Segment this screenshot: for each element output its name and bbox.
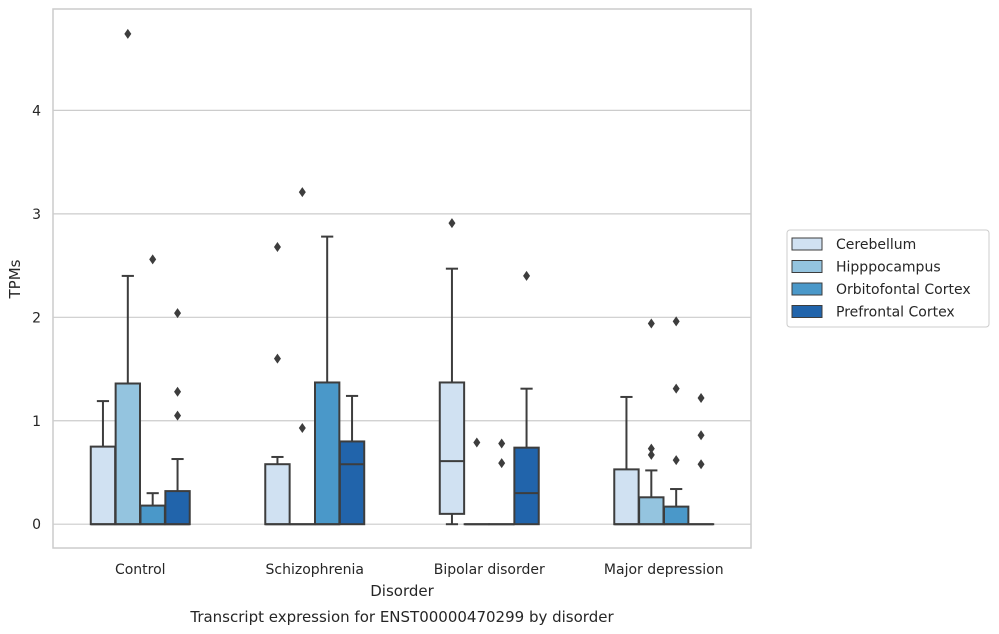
outlier-point <box>697 459 705 470</box>
outlier-point <box>697 392 705 403</box>
outlier-point <box>298 422 306 433</box>
legend-swatch <box>791 282 823 296</box>
plot-area <box>53 9 751 548</box>
outlier-point <box>174 410 182 421</box>
box-0-3 <box>164 308 191 526</box>
outlier-point <box>672 316 680 327</box>
y-tick-label: 3 <box>32 207 41 223</box>
box <box>513 446 540 526</box>
y-tick-label: 2 <box>32 310 41 326</box>
outlier-point <box>273 353 281 364</box>
box <box>438 381 466 515</box>
x-tick-label: Bipolar disorder <box>434 562 545 578</box>
outlier-point <box>174 386 182 397</box>
legend-label: Cerebellum <box>836 237 916 253</box>
box <box>139 504 166 526</box>
outlier-point <box>149 254 157 265</box>
y-tick-labels: 0 1 2 3 4 <box>32 103 41 533</box>
outlier-point <box>647 443 655 454</box>
box-3-0 <box>613 395 640 526</box>
box-3-1 <box>638 318 665 526</box>
outlier-point <box>498 438 506 449</box>
box-3-3 <box>687 392 715 526</box>
y-axis-label: TPMs <box>6 259 24 299</box>
box-3-2 <box>662 316 690 526</box>
chart-title: Transcript expression for ENST0000047029… <box>189 608 614 626</box>
outlier-point <box>448 218 456 229</box>
outlier-point <box>647 449 655 460</box>
outlier-point <box>647 318 655 329</box>
box-0-0 <box>89 400 117 526</box>
x-tick-label: Major depression <box>604 562 724 578</box>
legend-frame <box>786 229 990 328</box>
outlier-point <box>523 270 531 281</box>
outlier-point <box>298 187 306 198</box>
box <box>662 505 690 526</box>
box-2-0 <box>438 218 466 526</box>
box-1-3 <box>338 394 366 526</box>
box <box>638 496 665 526</box>
box <box>164 490 191 526</box>
box-1-0 <box>264 241 291 526</box>
x-tick-labels: Control Schizophrenia Bipolar disorder Majo… <box>115 562 724 578</box>
outlier-point <box>672 455 680 466</box>
box <box>313 381 341 526</box>
y-tick-label: 1 <box>32 414 41 430</box>
box-2-3 <box>513 270 540 526</box>
plot-frame <box>52 8 752 549</box>
box <box>114 382 142 526</box>
y-tick-label: 0 <box>32 517 41 533</box>
outlier-point <box>498 458 506 469</box>
box <box>338 440 366 526</box>
legend: Cerebellum Hipppocampus Orbitofontal Corte… <box>786 229 990 328</box>
outlier-point <box>672 383 680 394</box>
legend-label: Orbitofontal Cortex <box>836 282 971 298</box>
legend-swatch <box>791 237 823 251</box>
box-0-1 <box>114 28 142 526</box>
y-tick-label: 4 <box>32 103 41 119</box>
x-axis-label: Disorder <box>370 582 434 600</box>
x-tick-label: Schizophrenia <box>266 562 364 578</box>
box <box>264 463 291 526</box>
legend-label: Hipppocampus <box>836 260 941 276</box>
box-groups <box>89 28 715 526</box>
legend-label: Prefrontal Cortex <box>836 305 955 321</box>
outlier-point <box>473 437 481 448</box>
legend-swatch <box>791 305 823 318</box>
box-1-2 <box>313 235 341 526</box>
box <box>89 445 117 526</box>
box <box>613 468 640 526</box>
outlier-point <box>174 308 182 319</box>
outlier-point <box>273 241 281 252</box>
legend-swatch <box>791 260 823 273</box>
outlier-point <box>124 28 132 39</box>
outlier-point <box>697 430 705 441</box>
x-tick-label: Control <box>115 562 166 578</box>
